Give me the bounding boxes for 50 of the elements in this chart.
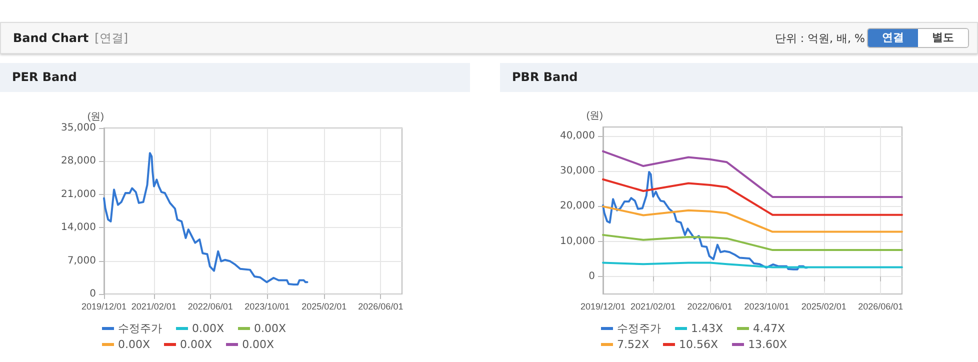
legend-label: 0.00X <box>254 322 286 334</box>
chart-title: PER Band <box>0 63 470 92</box>
y-tick-label: 7,000 <box>67 255 96 266</box>
legend-label: 7.52X <box>617 338 650 350</box>
y-axis-title: (원) <box>87 112 104 122</box>
x-tick-label: 2026/06/01 <box>358 302 404 312</box>
line-series <box>602 178 903 216</box>
text: [연결] <box>94 31 128 45</box>
y-tick-label: 10,000 <box>560 236 595 247</box>
line-series <box>103 152 308 286</box>
legend-label: 4.47X <box>753 322 786 334</box>
line-series <box>602 205 903 233</box>
y-tick-label: 40,000 <box>560 130 595 142</box>
text: Band Chart <box>13 31 89 45</box>
legend-label: 1.43X <box>691 322 724 334</box>
text: 연결 <box>868 29 918 47</box>
line-series <box>602 234 903 252</box>
x-tick-label: 2026/06/01 <box>858 302 904 312</box>
x-tick-label: 2019/12/01 <box>580 302 626 312</box>
text: 별도 <box>918 29 968 47</box>
line-series <box>602 171 808 270</box>
x-tick-label: 2023/10/01 <box>244 302 290 312</box>
x-tick-label: 2022/06/01 <box>687 302 732 312</box>
legend-label: 수정주가 <box>118 320 162 336</box>
x-tick-label: 2023/10/01 <box>744 302 790 312</box>
x-tick-label: 2021/02/01 <box>630 302 676 312</box>
y-tick-label: 20,000 <box>560 200 595 212</box>
y-tick-label: 28,000 <box>61 156 96 167</box>
y-tick-label: 30,000 <box>560 165 595 176</box>
line-series <box>602 150 903 198</box>
legend-label: 13.60X <box>748 338 788 350</box>
legend-label: 10.56X <box>679 338 718 350</box>
x-tick-label: 2025/02/01 <box>801 302 846 312</box>
text: 단위 : 억원, 배, % <box>774 31 865 46</box>
legend-label: 0.00X <box>180 338 212 350</box>
y-axis-title: (원) <box>586 110 603 122</box>
legend-label: 0.00X <box>118 338 150 350</box>
y-tick-label: 21,000 <box>61 188 96 200</box>
y-tick-label: 35,000 <box>61 122 96 134</box>
legend-label: 0.00X <box>192 322 224 334</box>
legend-label: 0.00X <box>242 338 274 350</box>
x-tick-label: 2025/02/01 <box>302 302 347 312</box>
x-tick-label: 2022/06/01 <box>188 302 233 312</box>
y-tick-label: 0 <box>588 270 595 282</box>
y-tick-label: 0 <box>90 288 96 300</box>
chart-title: PBR Band <box>500 63 978 92</box>
x-tick-label: 2021/02/01 <box>131 302 176 312</box>
y-tick-label: 14,000 <box>61 222 96 234</box>
x-tick-label: 2019/12/01 <box>81 302 127 312</box>
legend-label: 수정주가 <box>617 320 661 336</box>
